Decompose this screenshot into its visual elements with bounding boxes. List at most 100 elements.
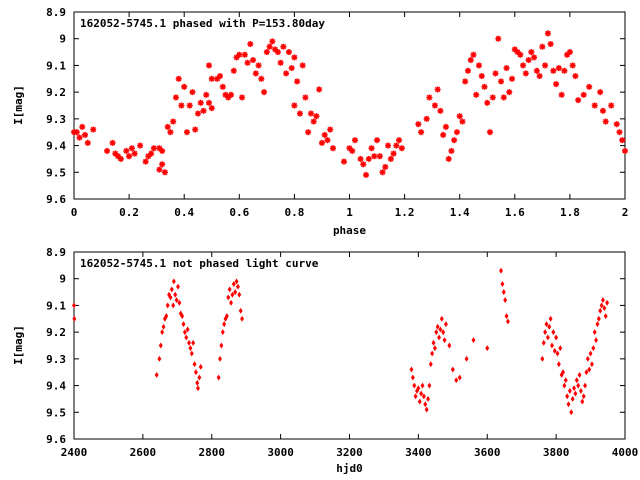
data-point bbox=[540, 355, 545, 362]
data-point bbox=[230, 67, 237, 74]
data-point bbox=[197, 99, 204, 106]
data-point bbox=[229, 299, 233, 306]
data-point bbox=[500, 281, 505, 287]
data-point bbox=[492, 70, 499, 77]
data-point bbox=[237, 291, 242, 298]
data-point bbox=[305, 129, 312, 136]
data-point bbox=[603, 313, 608, 320]
data-point bbox=[189, 350, 194, 357]
data-point bbox=[544, 321, 549, 328]
data-point bbox=[238, 307, 243, 314]
data-point bbox=[613, 121, 620, 128]
data-point bbox=[363, 171, 370, 178]
data-point bbox=[299, 62, 306, 69]
data-point bbox=[602, 305, 607, 312]
data-point bbox=[439, 315, 444, 322]
data-point bbox=[548, 315, 553, 322]
data-point bbox=[217, 73, 224, 80]
data-point bbox=[450, 366, 455, 373]
data-point bbox=[181, 321, 186, 328]
data-point bbox=[522, 70, 529, 77]
data-point bbox=[421, 393, 426, 400]
data-point bbox=[558, 91, 565, 98]
data-point bbox=[316, 86, 323, 93]
data-point bbox=[385, 142, 392, 149]
data-point bbox=[434, 86, 441, 93]
y-tick-label: 9 bbox=[59, 33, 66, 46]
data-point bbox=[205, 62, 212, 69]
data-point bbox=[596, 315, 601, 322]
data-point bbox=[219, 342, 224, 349]
x-tick-label: 0 bbox=[71, 206, 78, 219]
data-point bbox=[296, 110, 303, 117]
data-point bbox=[470, 51, 477, 58]
data-point bbox=[72, 315, 77, 322]
data-point bbox=[551, 329, 556, 336]
data-point bbox=[561, 369, 565, 376]
chart-panel-1: 0 0.2 0.4 0.6 0.8 1 1.2 1.4 1.6 1.8 2 8.9 9 9.1 9.2 9.3… bbox=[12, 6, 628, 237]
x-tick-label: 1 bbox=[346, 206, 353, 219]
data-point bbox=[569, 409, 574, 416]
data-point bbox=[445, 155, 452, 162]
data-point bbox=[431, 339, 436, 346]
data-point bbox=[599, 107, 606, 114]
y-tick-label: 9 bbox=[59, 273, 66, 286]
data-point bbox=[318, 139, 325, 146]
data-point bbox=[442, 123, 449, 130]
data-point bbox=[467, 57, 474, 64]
x-tick-label: 1.2 bbox=[395, 206, 415, 219]
data-point bbox=[562, 382, 567, 389]
data-point bbox=[191, 339, 196, 346]
data-point bbox=[198, 363, 203, 370]
data-point bbox=[575, 97, 582, 104]
data-point bbox=[117, 155, 124, 162]
x-axis-label: hjd0 bbox=[336, 462, 363, 475]
data-point bbox=[72, 302, 76, 309]
data-point bbox=[584, 369, 589, 376]
data-point bbox=[250, 57, 257, 64]
data-point bbox=[509, 75, 516, 82]
data-point bbox=[578, 387, 583, 394]
data-point bbox=[608, 102, 615, 109]
data-point bbox=[76, 134, 83, 141]
data-point bbox=[484, 99, 491, 106]
data-point bbox=[580, 398, 585, 405]
data-point bbox=[186, 102, 193, 109]
x-tick-label: 3000 bbox=[267, 446, 294, 459]
data-point bbox=[161, 169, 168, 176]
data-point bbox=[184, 334, 189, 341]
data-point bbox=[177, 299, 182, 306]
data-point bbox=[131, 150, 138, 157]
data-point bbox=[84, 139, 91, 146]
data-point bbox=[393, 142, 400, 149]
data-point bbox=[556, 361, 561, 368]
data-point bbox=[188, 345, 193, 352]
y-tick-label: 9.4 bbox=[46, 380, 66, 393]
data-point bbox=[205, 99, 212, 106]
data-point bbox=[500, 94, 507, 101]
data-point bbox=[440, 131, 447, 138]
y-tick-label: 9.6 bbox=[46, 193, 66, 206]
data-point bbox=[574, 377, 579, 384]
x-tick-label: 3800 bbox=[543, 446, 570, 459]
data-point bbox=[109, 139, 116, 146]
data-point bbox=[387, 155, 394, 162]
data-point bbox=[174, 297, 179, 304]
data-point bbox=[525, 57, 532, 64]
data-point bbox=[255, 62, 262, 69]
data-point bbox=[230, 291, 235, 298]
data-point bbox=[485, 345, 490, 352]
data-point bbox=[302, 94, 309, 101]
data-point bbox=[495, 35, 502, 42]
data-point bbox=[464, 67, 471, 74]
data-point bbox=[541, 339, 546, 346]
data-point bbox=[462, 78, 469, 85]
data-point bbox=[371, 153, 378, 160]
data-point bbox=[542, 62, 549, 69]
data-point bbox=[553, 81, 560, 88]
data-point bbox=[583, 382, 588, 389]
data-point bbox=[200, 107, 207, 114]
data-point bbox=[554, 334, 559, 341]
data-point bbox=[208, 75, 215, 82]
data-point bbox=[288, 65, 295, 72]
